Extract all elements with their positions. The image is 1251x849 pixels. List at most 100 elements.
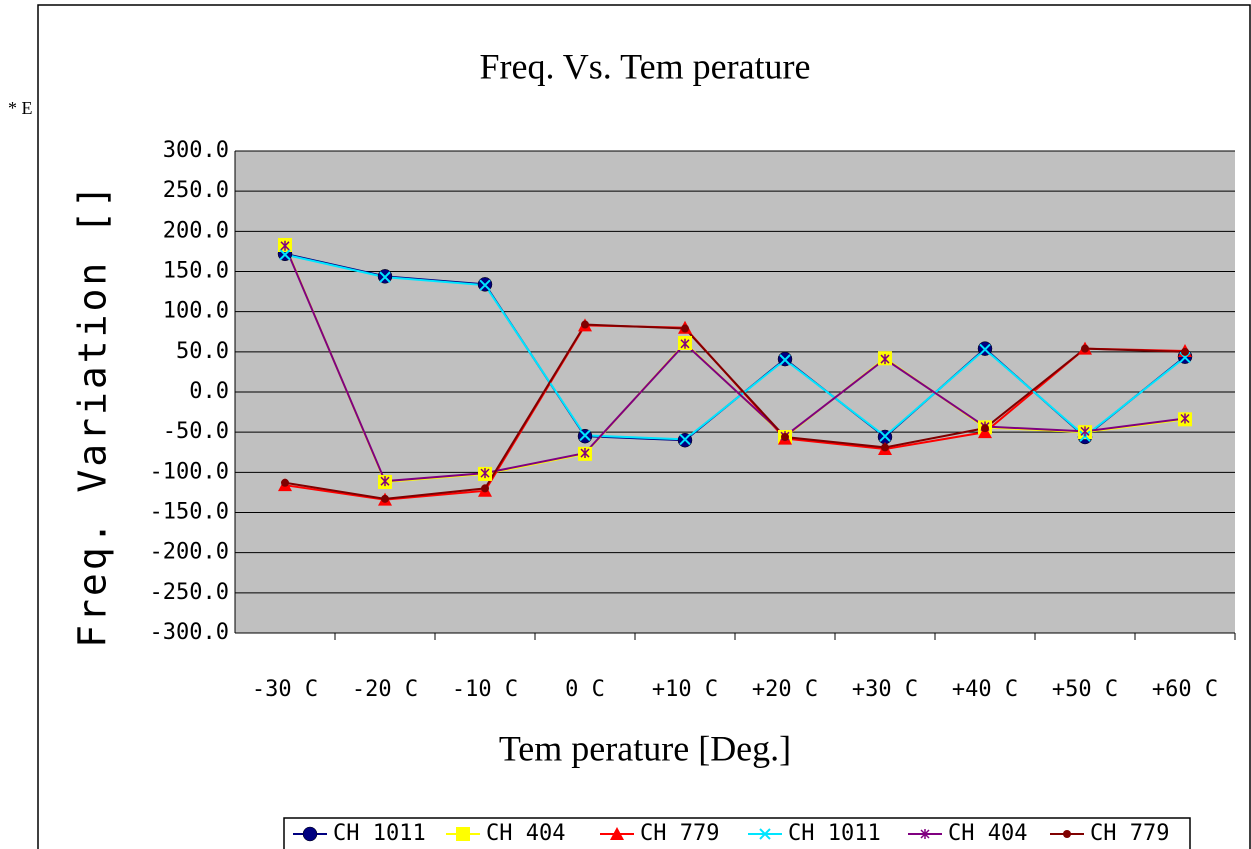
point-marker-part [1081, 344, 1089, 353]
x-tick-label: +10 C [652, 677, 718, 702]
x-tick-label: +50 C [1052, 677, 1118, 702]
legend-marker-part [920, 829, 930, 839]
series-line [284, 253, 1186, 441]
y-tick-label: 0.0 [189, 379, 229, 404]
point-marker [580, 448, 590, 459]
point-marker [979, 343, 991, 356]
point-marker-part [480, 468, 490, 479]
point-marker [481, 484, 489, 493]
point-marker-part [1181, 347, 1189, 356]
point-marker-part [279, 248, 291, 261]
point-marker [479, 279, 491, 291]
y-tick-label: 250.0 [163, 178, 229, 203]
y-tick-label: -150.0 [150, 500, 229, 525]
point-marker [281, 478, 289, 487]
series-line [284, 245, 1186, 483]
y-tick-label: 100.0 [163, 299, 229, 324]
y-axis-label: Freq. Variation [] [71, 182, 115, 648]
legend-marker [920, 829, 930, 839]
point-marker-part [680, 338, 690, 349]
y-tick-label: -200.0 [150, 540, 229, 565]
point-marker [279, 248, 291, 261]
point-marker [679, 433, 691, 446]
point-marker-part [1180, 413, 1190, 424]
point-marker-part [880, 354, 890, 365]
point-marker [681, 324, 689, 333]
y-tick-label: -100.0 [150, 459, 229, 484]
y-tick-label: -300.0 [150, 620, 229, 645]
point-marker-part [981, 424, 989, 433]
point-marker-part [579, 429, 591, 442]
point-marker-part [1080, 426, 1090, 437]
point-marker-part [280, 240, 290, 251]
legend-marker [456, 827, 470, 841]
point-marker [579, 429, 591, 442]
legend-marker [610, 827, 624, 840]
point-marker-part [681, 324, 689, 333]
legend-marker [1063, 830, 1071, 838]
point-marker-part [581, 320, 589, 329]
point-marker-part [379, 271, 391, 283]
x-tick-label: -20 C [352, 677, 418, 702]
point-marker-part [380, 476, 390, 487]
legend-marker-part [610, 827, 624, 840]
point-marker-part [381, 494, 389, 503]
x-tick-label: +60 C [1152, 677, 1218, 702]
legend-marker-part [1063, 830, 1071, 838]
point-marker-part [1179, 351, 1191, 364]
x-axis-label: Tem perature [Deg.] [499, 728, 791, 768]
point-marker [680, 338, 690, 349]
point-marker [381, 494, 389, 503]
legend-label: CH 779 [640, 821, 719, 846]
legend-label: CH 404 [486, 821, 565, 846]
x-tick-label: -30 C [252, 677, 318, 702]
point-marker [379, 271, 391, 283]
point-marker-part [281, 478, 289, 487]
x-tick-label: 0 C [565, 677, 605, 702]
legend-label: CH 1011 [788, 821, 881, 846]
legend-marker [759, 828, 771, 840]
point-marker [981, 424, 989, 433]
point-marker [581, 320, 589, 329]
x-tick-label: +20 C [752, 677, 818, 702]
point-marker [1181, 347, 1189, 356]
x-tick-label: -10 C [452, 677, 518, 702]
point-marker-part [779, 354, 791, 366]
x-tick-label: +30 C [852, 677, 918, 702]
x-tick-label: +40 C [952, 677, 1018, 702]
y-tick-label: 200.0 [163, 218, 229, 243]
chart-title: Freq. Vs. Tem perature [479, 46, 810, 86]
point-marker [280, 240, 290, 251]
point-marker [881, 443, 889, 452]
y-tick-label: 300.0 [163, 138, 229, 163]
point-marker [380, 476, 390, 487]
point-marker-part [781, 432, 789, 441]
point-marker [1180, 413, 1190, 424]
point-marker-part [879, 430, 891, 442]
legend-marker-part [302, 826, 318, 842]
y-tick-label: -250.0 [150, 580, 229, 605]
point-marker-part [580, 448, 590, 459]
legend-marker [302, 826, 318, 842]
point-marker-part [479, 279, 491, 291]
point-marker-part [679, 433, 691, 446]
y-tick-label: 50.0 [176, 339, 229, 364]
point-marker-part [979, 343, 991, 356]
point-marker-part [881, 443, 889, 452]
side-note: * E [8, 98, 33, 118]
legend-marker-part [759, 828, 771, 840]
point-marker [781, 432, 789, 441]
point-marker [480, 468, 490, 479]
y-tick-label: 150.0 [163, 259, 229, 284]
series-line [284, 323, 1186, 500]
legend-label: CH 404 [948, 821, 1027, 846]
y-tick-label: -50.0 [163, 419, 229, 444]
point-marker [779, 354, 791, 366]
legend-label: CH 1011 [333, 821, 426, 846]
legend-label: CH 779 [1090, 821, 1169, 846]
point-marker [1081, 344, 1089, 353]
legend [283, 817, 1191, 849]
point-marker [880, 354, 890, 365]
